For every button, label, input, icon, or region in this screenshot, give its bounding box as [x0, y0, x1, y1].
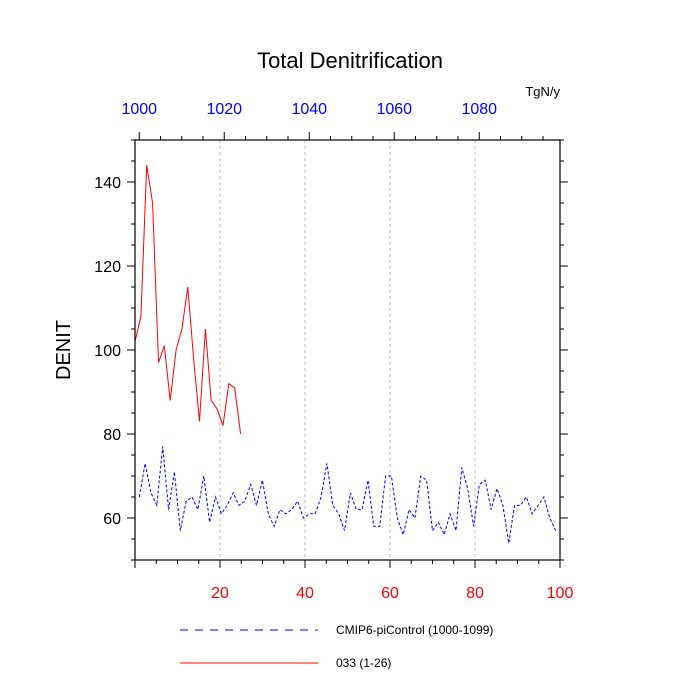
top-tick-label: 1080	[461, 101, 497, 118]
x-tick-label: 20	[211, 585, 229, 602]
x-tick-label: 100	[547, 585, 574, 602]
series-line-exp	[134, 165, 242, 435]
top-tick-label: 1000	[121, 101, 157, 118]
x-tick-label: 40	[296, 585, 314, 602]
units-label: TgN/y	[525, 84, 560, 99]
x-tick-label: 80	[466, 585, 484, 602]
x-tick-label: 60	[381, 585, 399, 602]
y-tick-label: 80	[103, 427, 121, 444]
legend-label-control: CMIP6-piControl (1000-1099)	[336, 623, 493, 637]
legend: CMIP6-piControl (1000-1099) 033 (1-26)	[180, 623, 493, 670]
top-axis-ticks: 1000 1020 1040 1060 1080	[121, 101, 544, 140]
legend-label-exp: 033 (1-26)	[336, 656, 391, 670]
y-axis-label: DENIT	[53, 320, 75, 380]
series-line-control	[138, 446, 557, 544]
top-tick-label: 1020	[206, 101, 242, 118]
top-tick-label: 1040	[291, 101, 327, 118]
y-tick-label: 140	[94, 175, 121, 192]
bottom-axis-ticks: 20 40 60 80 100	[134, 560, 574, 602]
plot-frame	[134, 139, 561, 561]
series-layer	[134, 165, 557, 544]
y-axis-ticks: 60 80 100 120 140	[94, 139, 568, 561]
top-tick-label: 1060	[376, 101, 412, 118]
grid-lines	[219, 140, 476, 560]
y-tick-label: 60	[103, 511, 121, 528]
y-tick-label: 120	[94, 259, 121, 276]
y-tick-label: 100	[94, 343, 121, 360]
chart-title: Total Denitrification	[257, 48, 443, 73]
